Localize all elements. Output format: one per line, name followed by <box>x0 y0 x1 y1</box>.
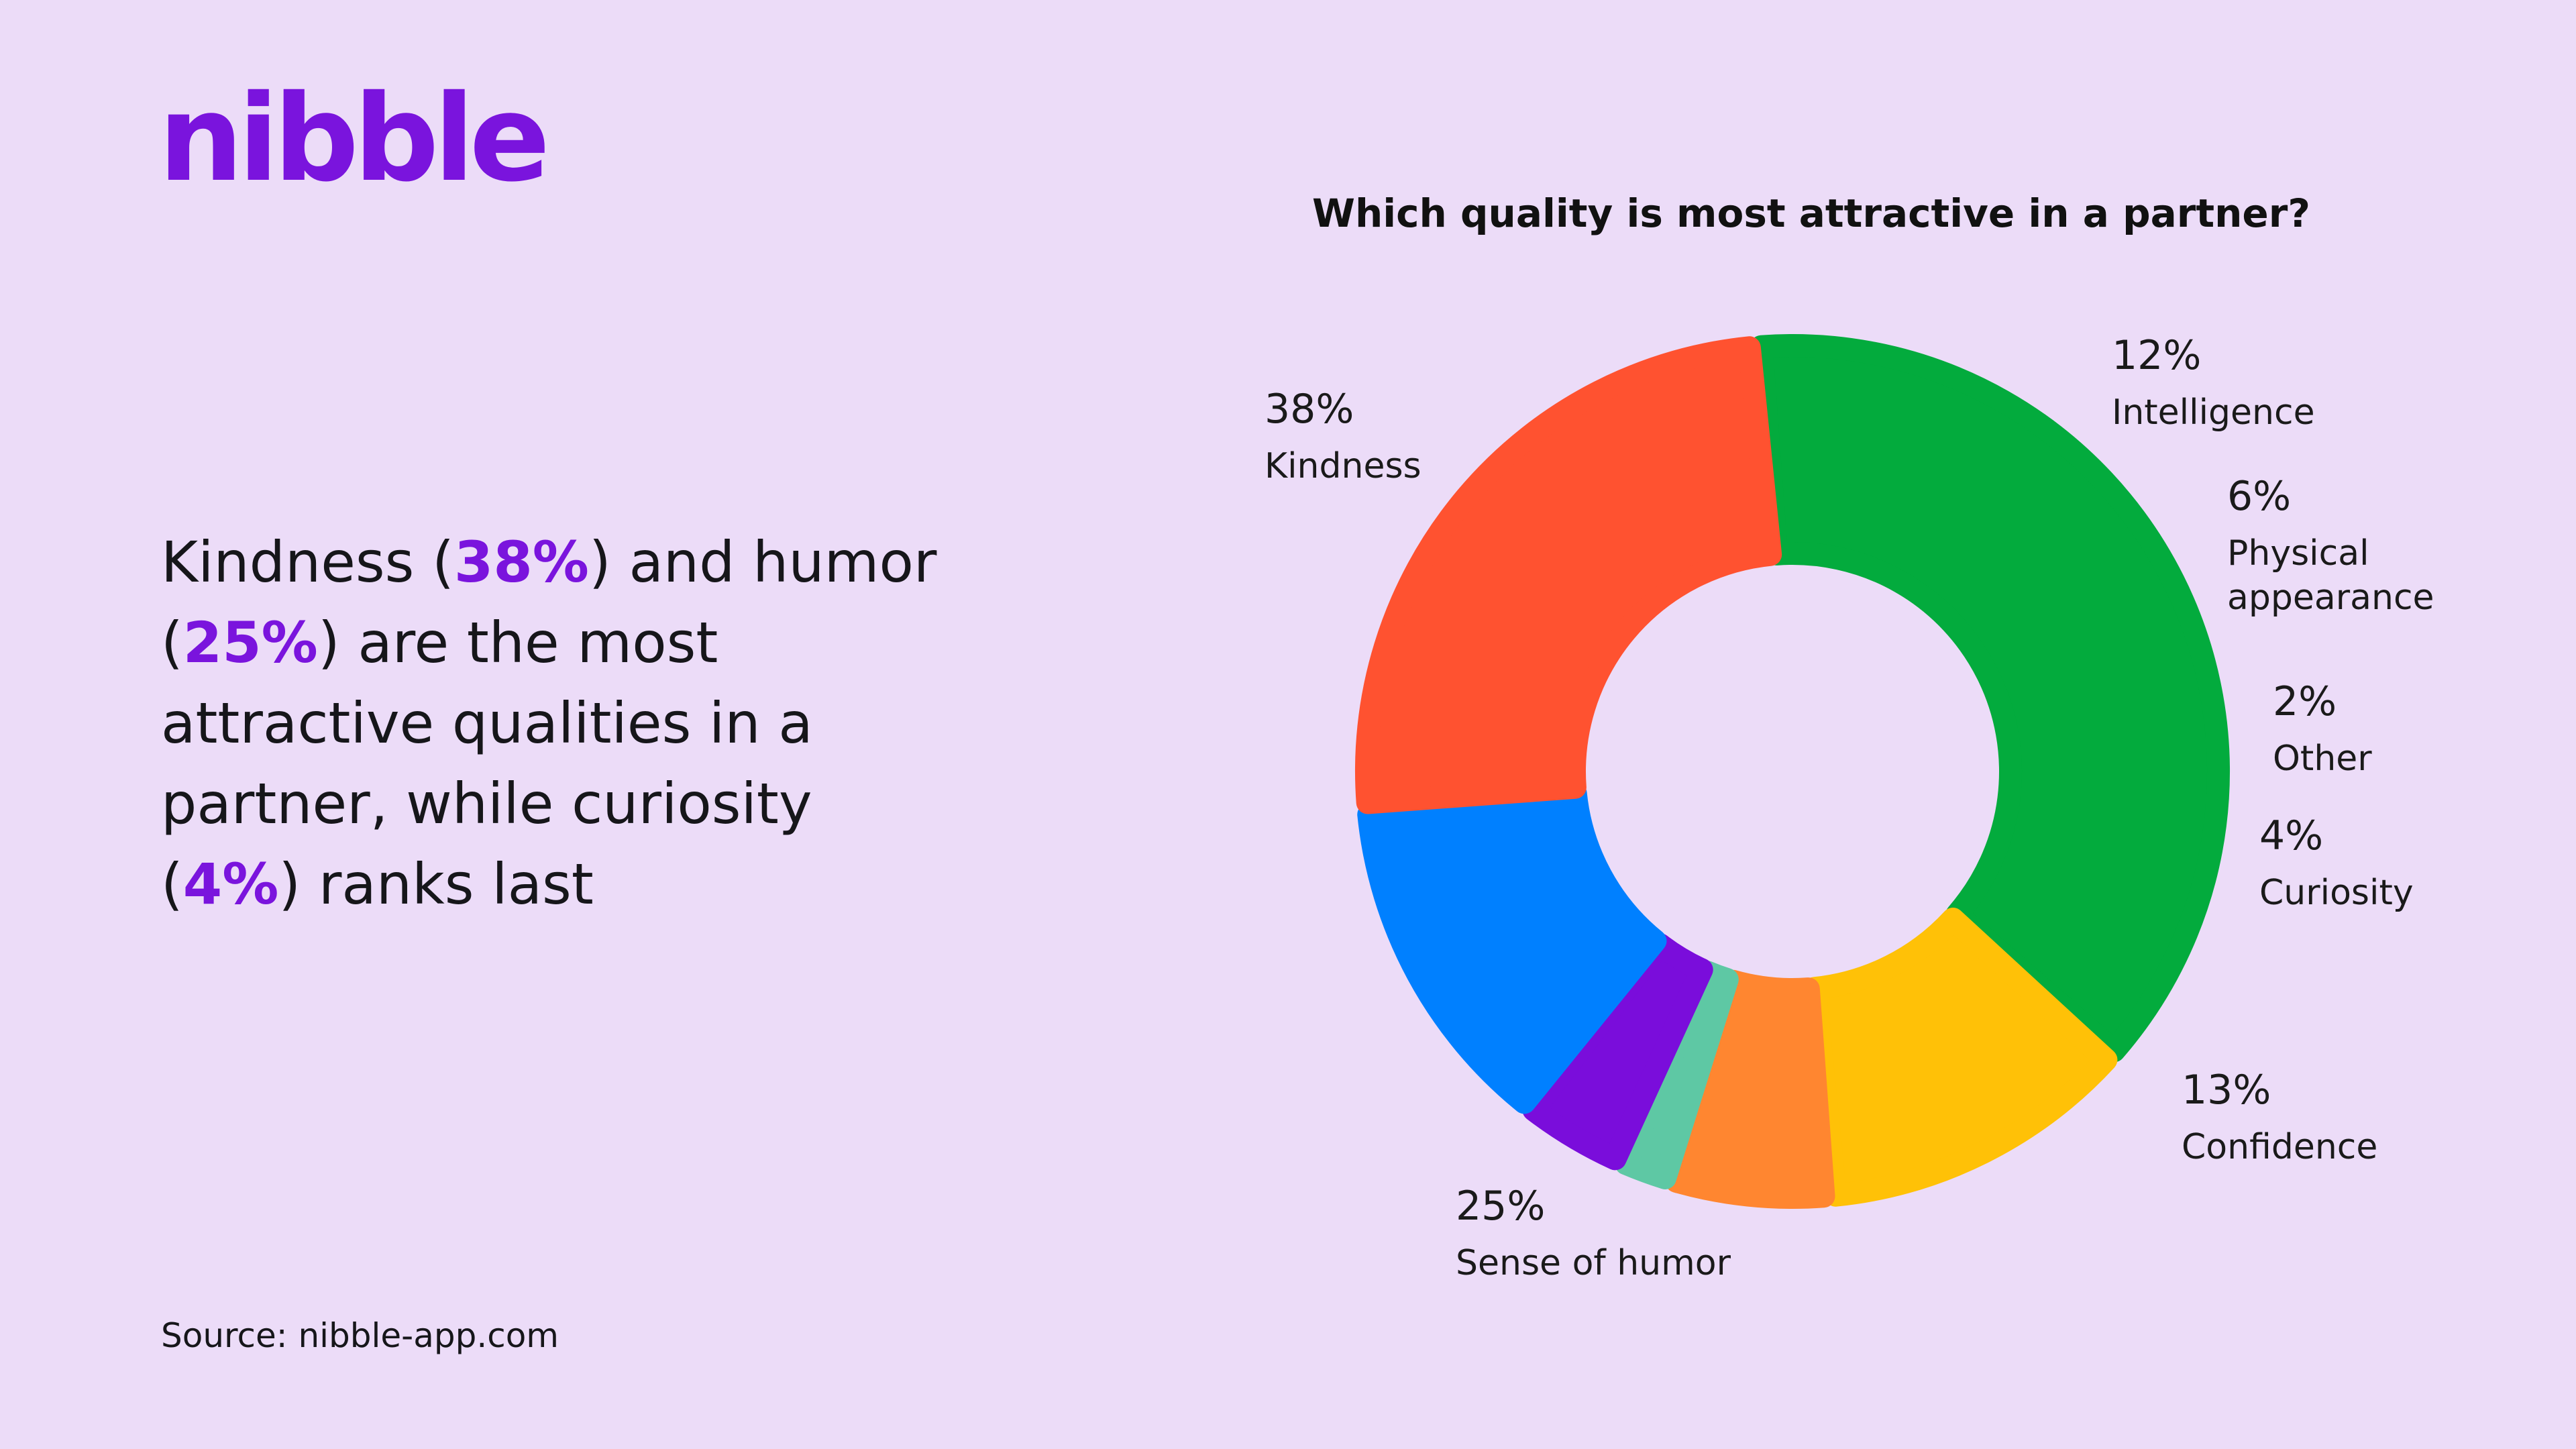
slice-intelligence <box>1803 907 2118 1207</box>
data-label-percent: 25% <box>1456 1183 1545 1230</box>
data-label-percent: 4% <box>2259 812 2323 859</box>
data-label-category: Sense of humor <box>1456 1243 1731 1283</box>
data-label-percent: 13% <box>2182 1067 2271 1114</box>
data-label-category: Physical <box>2227 533 2369 574</box>
donut-slices <box>1355 334 2230 1209</box>
data-label-category: Confidence <box>2182 1127 2377 1167</box>
slice-confidence <box>1357 782 1667 1114</box>
data-label-percent: 2% <box>2273 678 2337 725</box>
headline-part: ) ranks last <box>278 851 594 917</box>
headline-part: ) are the most attractive qualities in a… <box>161 610 813 917</box>
donut-labels: 38% Kindness 12% Intelligence 6% Physicalappe… <box>1265 332 2434 1283</box>
slice-sense-of-humor <box>1355 336 1782 814</box>
chart-title: Which quality is most attractive in a pa… <box>1312 191 2310 236</box>
source-note: Source: nibble-app.com <box>161 1316 559 1355</box>
data-label-category: Other <box>2273 739 2372 779</box>
headline-part: ) and humor ( <box>161 529 937 676</box>
headline-part: Kindness ( <box>161 529 454 595</box>
data-label-percent: 6% <box>2227 473 2291 520</box>
data-label-percent: 38% <box>1265 386 1354 433</box>
headline-highlight: 38% <box>453 529 589 595</box>
slice-curiosity <box>1522 933 1713 1171</box>
slice-physical-appearance <box>1665 969 1835 1209</box>
data-label-category: Kindness <box>1265 446 1421 486</box>
data-label-category: Intelligence <box>2112 392 2315 433</box>
slice-kindness <box>1750 334 2230 1063</box>
brand-logo: nibble <box>158 69 550 208</box>
headline-text: Kindness (38%) and humor (25%) are the m… <box>161 522 939 924</box>
headline-highlight: 4% <box>182 851 279 917</box>
data-label-percent: 12% <box>2112 332 2201 379</box>
headline-highlight: 25% <box>182 610 318 676</box>
data-label-category: Curiosity <box>2259 873 2414 913</box>
data-label-category: appearance <box>2227 578 2434 618</box>
